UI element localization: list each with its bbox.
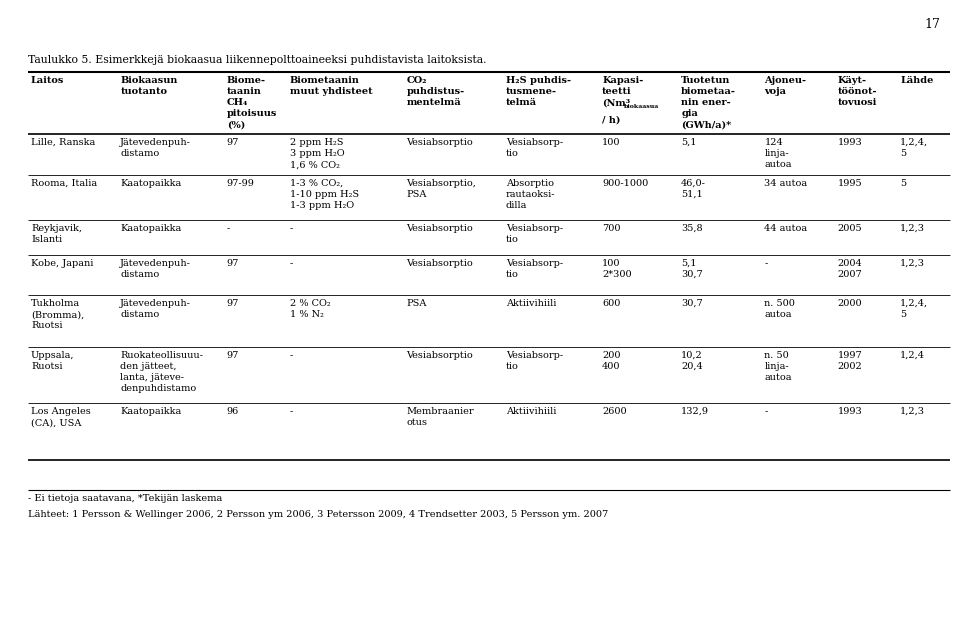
Text: biokaasua: biokaasua [624, 104, 660, 109]
Text: 1,2,3: 1,2,3 [900, 407, 925, 416]
Text: Taulukko 5. Esimerkkejä biokaasua liikennepolttoaineeksi puhdistavista laitoksis: Taulukko 5. Esimerkkejä biokaasua liiken… [28, 55, 487, 65]
Text: Ajoneu-
voja: Ajoneu- voja [764, 76, 806, 96]
Text: 97-99: 97-99 [227, 179, 254, 188]
Text: 132,9: 132,9 [682, 407, 709, 416]
Text: Vesiabsorptio: Vesiabsorptio [406, 138, 473, 147]
Text: Jätevedenpuh-
distamo: Jätevedenpuh- distamo [120, 138, 191, 158]
Text: Kaatopaikka: Kaatopaikka [120, 224, 181, 233]
Text: -: - [764, 259, 768, 268]
Text: 1-3 % CO₂,
1-10 ppm H₂S
1-3 ppm H₂O: 1-3 % CO₂, 1-10 ppm H₂S 1-3 ppm H₂O [290, 179, 359, 210]
Text: 2600: 2600 [602, 407, 627, 416]
Text: Aktiivihiili: Aktiivihiili [506, 407, 556, 416]
Text: Vesiabsorp-
tio: Vesiabsorp- tio [506, 138, 563, 158]
Text: 2005: 2005 [837, 224, 862, 233]
Text: CO₂
puhdistus-
mentelmä: CO₂ puhdistus- mentelmä [406, 76, 465, 107]
Text: 44 autoa: 44 autoa [764, 224, 807, 233]
Text: 700: 700 [602, 224, 620, 233]
Text: 900-1000: 900-1000 [602, 179, 648, 188]
Text: 10,2
20,4: 10,2 20,4 [682, 351, 703, 371]
Text: 124
linja-
autoa: 124 linja- autoa [764, 138, 792, 169]
Text: Vesiabsorptio,
PSA: Vesiabsorptio, PSA [406, 179, 476, 199]
Text: 100
2*300: 100 2*300 [602, 259, 632, 279]
Text: Lähteet: 1 Persson & Wellinger 2006, 2 Persson ym 2006, 3 Petersson 2009, 4 Tren: Lähteet: 1 Persson & Wellinger 2006, 2 P… [28, 510, 609, 519]
Text: 1,2,4,
5: 1,2,4, 5 [900, 138, 928, 158]
Text: Laitos: Laitos [31, 76, 64, 85]
Text: 1997
2002: 1997 2002 [837, 351, 862, 371]
Text: 34 autoa: 34 autoa [764, 179, 807, 188]
Text: Biometaanin
muut yhdisteet: Biometaanin muut yhdisteet [290, 76, 372, 96]
Text: 97: 97 [227, 138, 239, 147]
Text: PSA: PSA [406, 299, 426, 308]
Text: Tukholma
(Bromma),
Ruotsi: Tukholma (Bromma), Ruotsi [31, 299, 84, 330]
Text: 1,2,3: 1,2,3 [900, 259, 925, 268]
Text: -: - [764, 407, 768, 416]
Text: n. 50
linja-
autoa: n. 50 linja- autoa [764, 351, 792, 382]
Text: Vesiabsorp-
tio: Vesiabsorp- tio [506, 224, 563, 244]
Text: Tuotetun
biometaa-
nin ener-
gia
(GWh/a)*: Tuotetun biometaa- nin ener- gia (GWh/a)… [682, 76, 736, 130]
Text: Kaatopaikka: Kaatopaikka [120, 407, 181, 416]
Text: 17: 17 [924, 18, 940, 31]
Text: 1993: 1993 [837, 138, 862, 147]
Text: Vesiabsorp-
tio: Vesiabsorp- tio [506, 351, 563, 371]
Text: -: - [290, 224, 293, 233]
Text: 5,1: 5,1 [682, 138, 697, 147]
Text: Kobe, Japani: Kobe, Japani [31, 259, 93, 268]
Text: 1,2,4: 1,2,4 [900, 351, 925, 360]
Text: Membraanier
otus: Membraanier otus [406, 407, 474, 427]
Text: Kaatopaikka: Kaatopaikka [120, 179, 181, 188]
Text: 2000: 2000 [837, 299, 862, 308]
Text: 1,2,4,
5: 1,2,4, 5 [900, 299, 928, 319]
Text: Lille, Ranska: Lille, Ranska [31, 138, 95, 147]
Text: Vesiabsorptio: Vesiabsorptio [406, 259, 473, 268]
Text: Käyt-
töönot-
tovuosi: Käyt- töönot- tovuosi [837, 76, 876, 107]
Text: 200
400: 200 400 [602, 351, 620, 371]
Text: 97: 97 [227, 259, 239, 268]
Text: 5,1
30,7: 5,1 30,7 [682, 259, 703, 279]
Text: Vesiabsorp-
tio: Vesiabsorp- tio [506, 259, 563, 279]
Text: Rooma, Italia: Rooma, Italia [31, 179, 97, 188]
Text: Los Angeles
(CA), USA: Los Angeles (CA), USA [31, 407, 91, 427]
Text: Ruokateollisuuu-
den jätteet,
lanta, jäteve-
denpuhdistamo: Ruokateollisuuu- den jätteet, lanta, jät… [120, 351, 204, 393]
Text: Lähde: Lähde [900, 76, 934, 85]
Text: Absorptio
rautaoksi-
dilla: Absorptio rautaoksi- dilla [506, 179, 555, 210]
Text: Vesiabsorptio: Vesiabsorptio [406, 351, 473, 360]
Text: 30,7: 30,7 [682, 299, 703, 308]
Text: 2 ppm H₂S
3 ppm H₂O
1,6 % CO₂: 2 ppm H₂S 3 ppm H₂O 1,6 % CO₂ [290, 138, 345, 169]
Text: Uppsala,
Ruotsi: Uppsala, Ruotsi [31, 351, 75, 371]
Text: H₂S puhdis-
tusmene-
telmä: H₂S puhdis- tusmene- telmä [506, 76, 570, 107]
Text: 97: 97 [227, 351, 239, 360]
Text: n. 500
autoa: n. 500 autoa [764, 299, 795, 319]
Text: 2004
2007: 2004 2007 [837, 259, 862, 279]
Text: - Ei tietoja saatavana, *Tekijän laskema: - Ei tietoja saatavana, *Tekijän laskema [28, 494, 223, 503]
Text: 5: 5 [900, 179, 906, 188]
Text: 2 % CO₂
1 % N₂: 2 % CO₂ 1 % N₂ [290, 299, 330, 319]
Text: 1993: 1993 [837, 407, 862, 416]
Text: Jätevedenpuh-
distamo: Jätevedenpuh- distamo [120, 259, 191, 279]
Text: Kapasi-
teetti
(Nm³: Kapasi- teetti (Nm³ [602, 76, 643, 107]
Text: 1,2,3: 1,2,3 [900, 224, 925, 233]
Text: / h): / h) [602, 116, 620, 125]
Text: Vesiabsorptio: Vesiabsorptio [406, 224, 473, 233]
Text: -: - [227, 224, 230, 233]
Text: 1995: 1995 [837, 179, 862, 188]
Text: Aktiivihiili: Aktiivihiili [506, 299, 556, 308]
Text: Biome-
taanin
CH₄
pitoisuus
(%): Biome- taanin CH₄ pitoisuus (%) [227, 76, 277, 130]
Text: 96: 96 [227, 407, 239, 416]
Text: Biokaasun
tuotanto: Biokaasun tuotanto [120, 76, 178, 96]
Text: -: - [290, 351, 293, 360]
Text: 46,0-
51,1: 46,0- 51,1 [682, 179, 706, 199]
Text: 97: 97 [227, 299, 239, 308]
Text: Reykjavik,
Islanti: Reykjavik, Islanti [31, 224, 82, 244]
Text: 35,8: 35,8 [682, 224, 703, 233]
Text: -: - [290, 259, 293, 268]
Text: 100: 100 [602, 138, 620, 147]
Text: Jätevedenpuh-
distamo: Jätevedenpuh- distamo [120, 299, 191, 319]
Text: 600: 600 [602, 299, 620, 308]
Text: -: - [290, 407, 293, 416]
